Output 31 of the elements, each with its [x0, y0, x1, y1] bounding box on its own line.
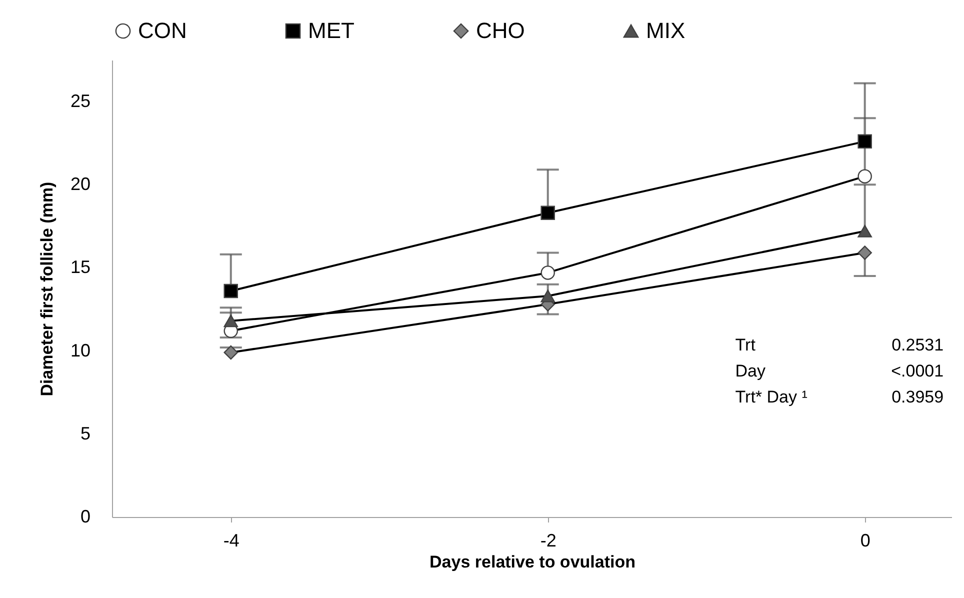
x-tick-label: 0	[860, 530, 870, 550]
point	[224, 314, 238, 328]
annotation: 0.2531	[892, 336, 944, 355]
y-tick-label: 10	[70, 340, 90, 360]
y-tick-label: 15	[70, 257, 90, 278]
point	[224, 345, 238, 360]
legend-label: CON	[138, 18, 187, 43]
x-axis-title: Days relative to ovulation	[430, 552, 636, 572]
y-tick-label: 0	[80, 506, 90, 526]
point	[858, 246, 872, 260]
annotation: Day	[735, 362, 766, 381]
x-tick-label: -2	[540, 530, 556, 550]
y-tick-label: 25	[70, 91, 90, 112]
point	[858, 224, 872, 238]
y-tick-label: 20	[70, 174, 90, 194]
x-tick-label: -4	[223, 530, 240, 550]
y-tick-label: 5	[80, 423, 90, 444]
annotation: Trt* Day ¹	[735, 388, 808, 407]
point	[540, 290, 555, 302]
point	[540, 206, 555, 220]
point	[540, 266, 555, 280]
y-axis-title: Diameter first follicle (mm)	[37, 182, 56, 396]
legend-label: CHO	[476, 18, 525, 43]
point	[224, 284, 238, 298]
legend-label: MIX	[646, 18, 686, 43]
point	[858, 134, 872, 149]
annotation: <.0001	[891, 362, 944, 381]
point	[858, 169, 872, 184]
annotation: Trt	[735, 336, 756, 355]
legend-label: MET	[308, 18, 354, 43]
annotation: 0.3959	[892, 388, 944, 407]
